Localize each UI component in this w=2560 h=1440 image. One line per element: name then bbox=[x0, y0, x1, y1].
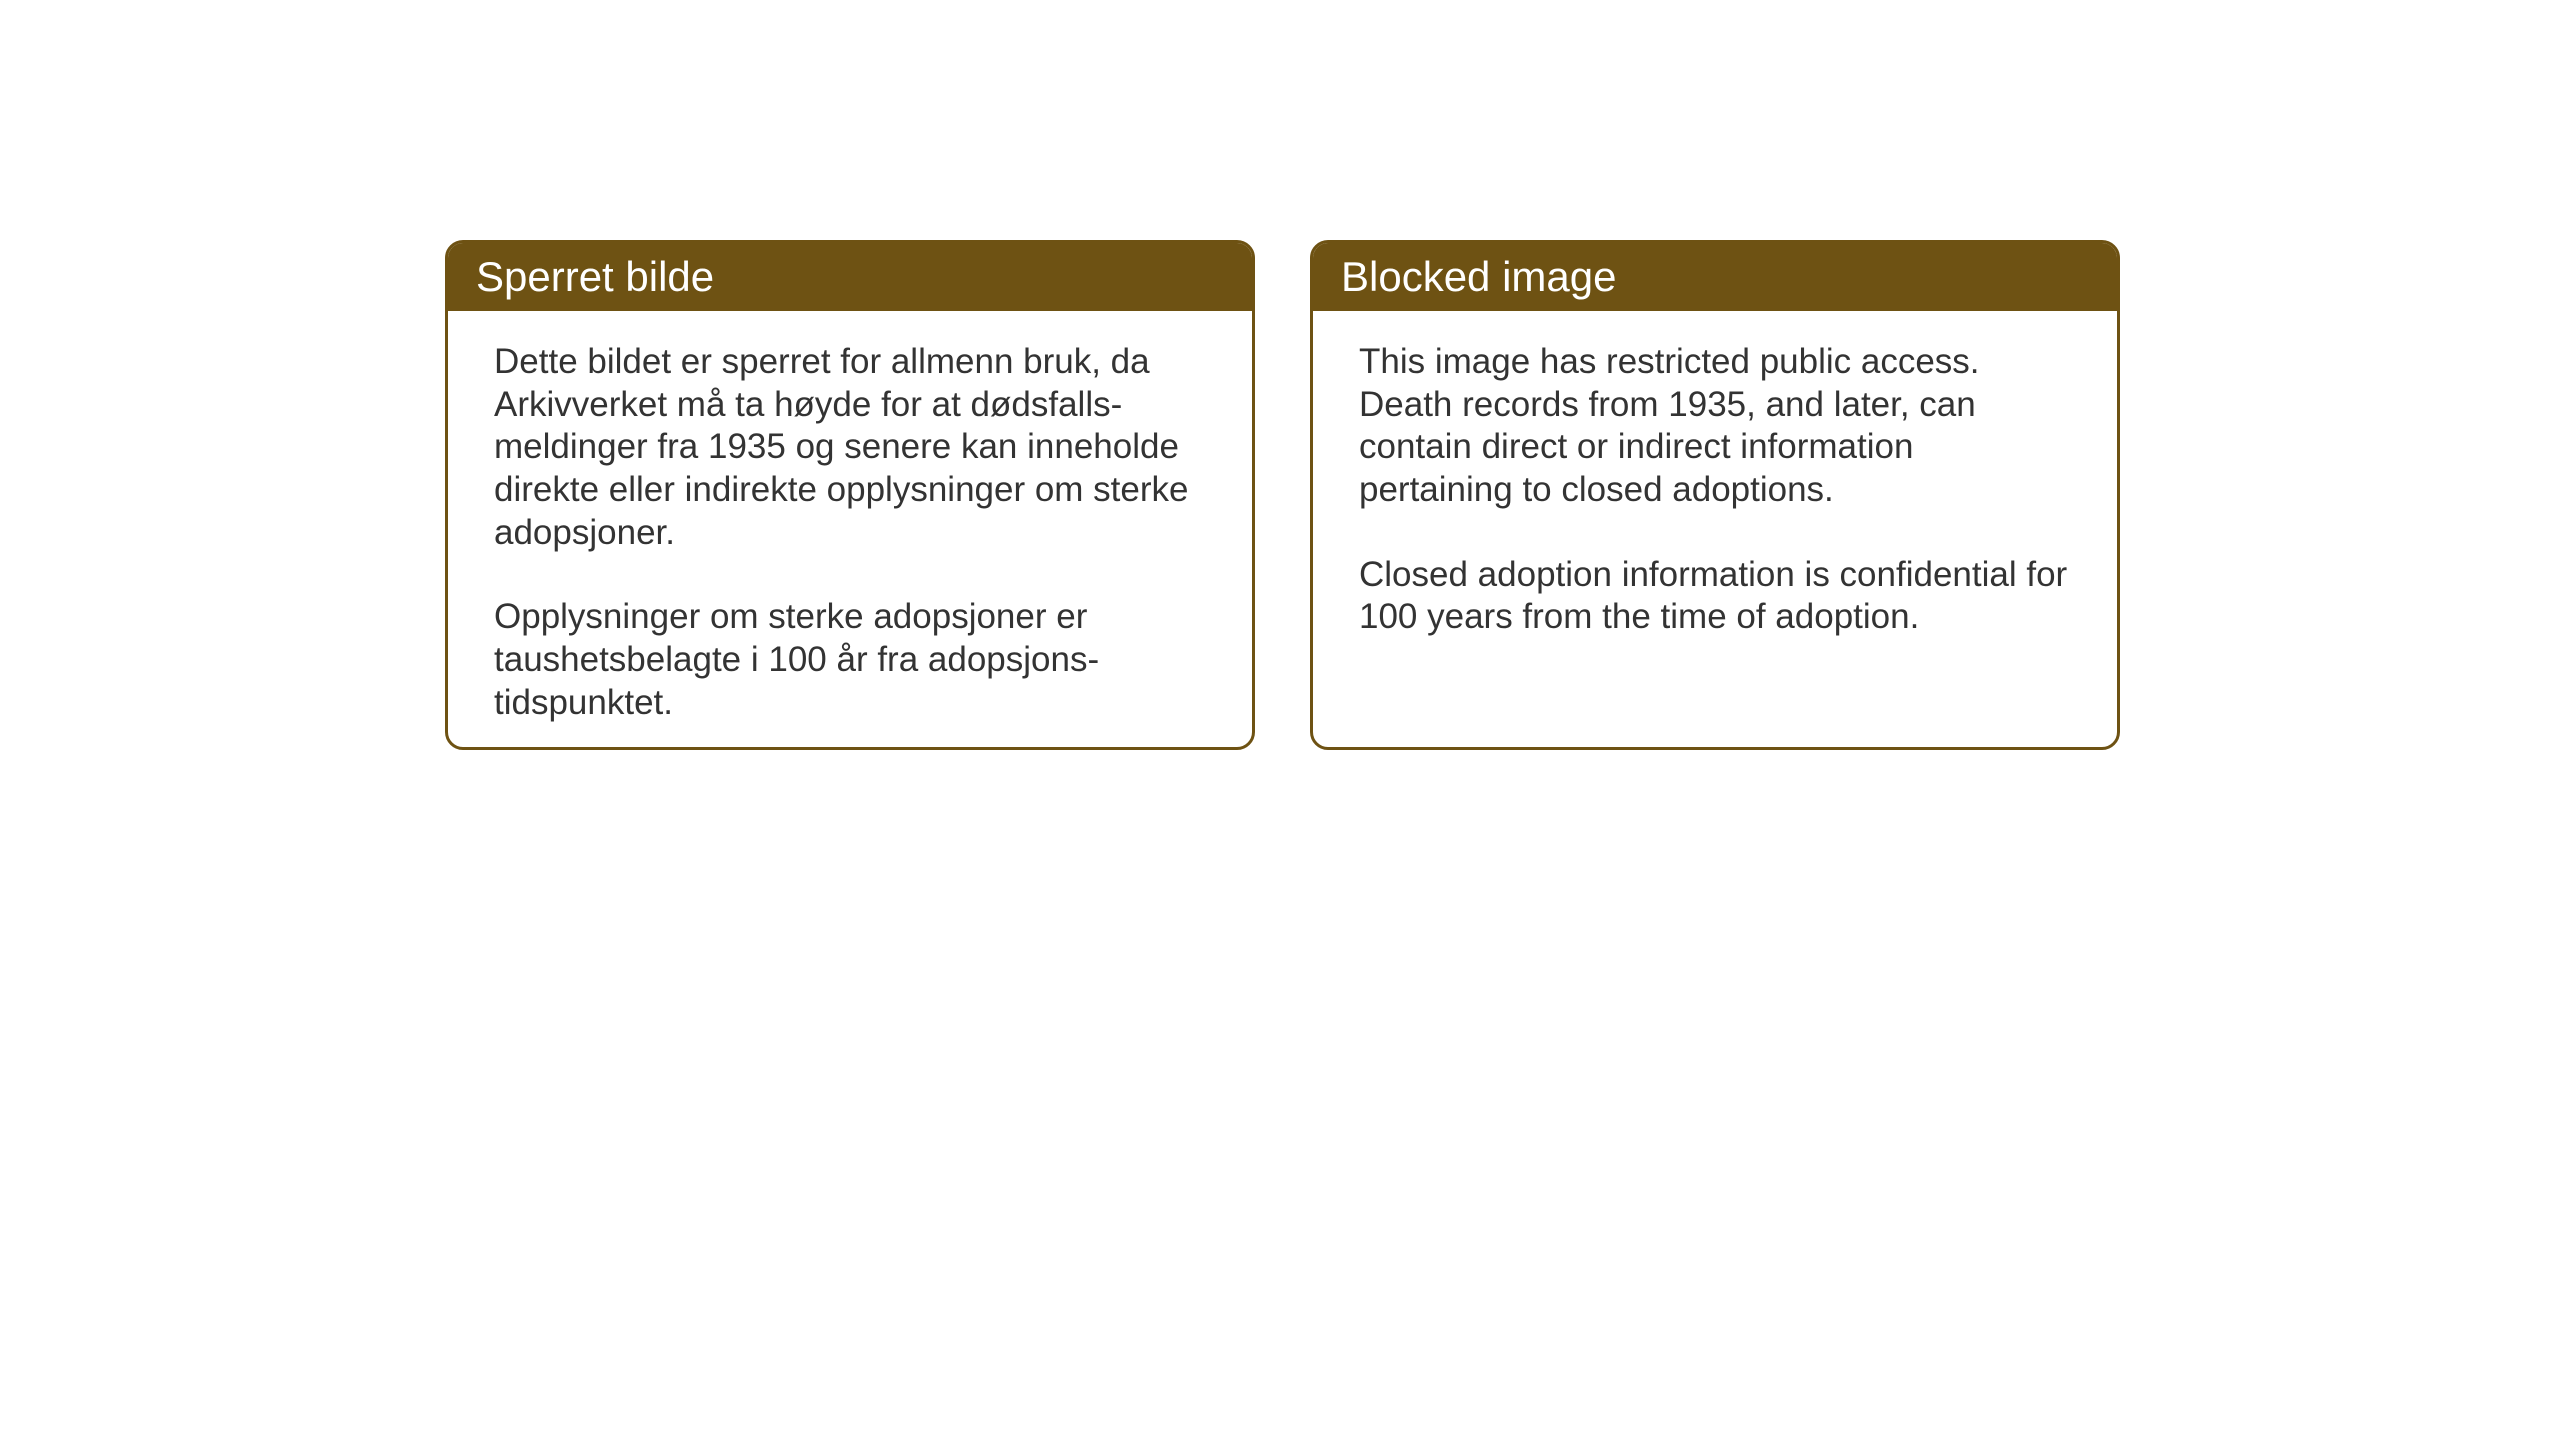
card-paragraph-2-english: Closed adoption information is confident… bbox=[1359, 554, 2071, 639]
card-paragraph-2-norwegian: Opplysninger om sterke adopsjoner er tau… bbox=[494, 596, 1206, 724]
card-paragraph-1-norwegian: Dette bildet er sperret for allmenn bruk… bbox=[494, 341, 1206, 554]
notice-card-norwegian: Sperret bilde Dette bildet er sperret fo… bbox=[445, 240, 1255, 750]
notice-container: Sperret bilde Dette bildet er sperret fo… bbox=[445, 240, 2120, 750]
card-paragraph-1-english: This image has restricted public access.… bbox=[1359, 341, 2071, 512]
card-title-english: Blocked image bbox=[1341, 253, 1616, 300]
card-header-norwegian: Sperret bilde bbox=[448, 243, 1252, 311]
notice-card-english: Blocked image This image has restricted … bbox=[1310, 240, 2120, 750]
card-header-english: Blocked image bbox=[1313, 243, 2117, 311]
card-body-norwegian: Dette bildet er sperret for allmenn bruk… bbox=[448, 311, 1252, 750]
card-title-norwegian: Sperret bilde bbox=[476, 253, 714, 300]
card-body-english: This image has restricted public access.… bbox=[1313, 311, 2117, 669]
